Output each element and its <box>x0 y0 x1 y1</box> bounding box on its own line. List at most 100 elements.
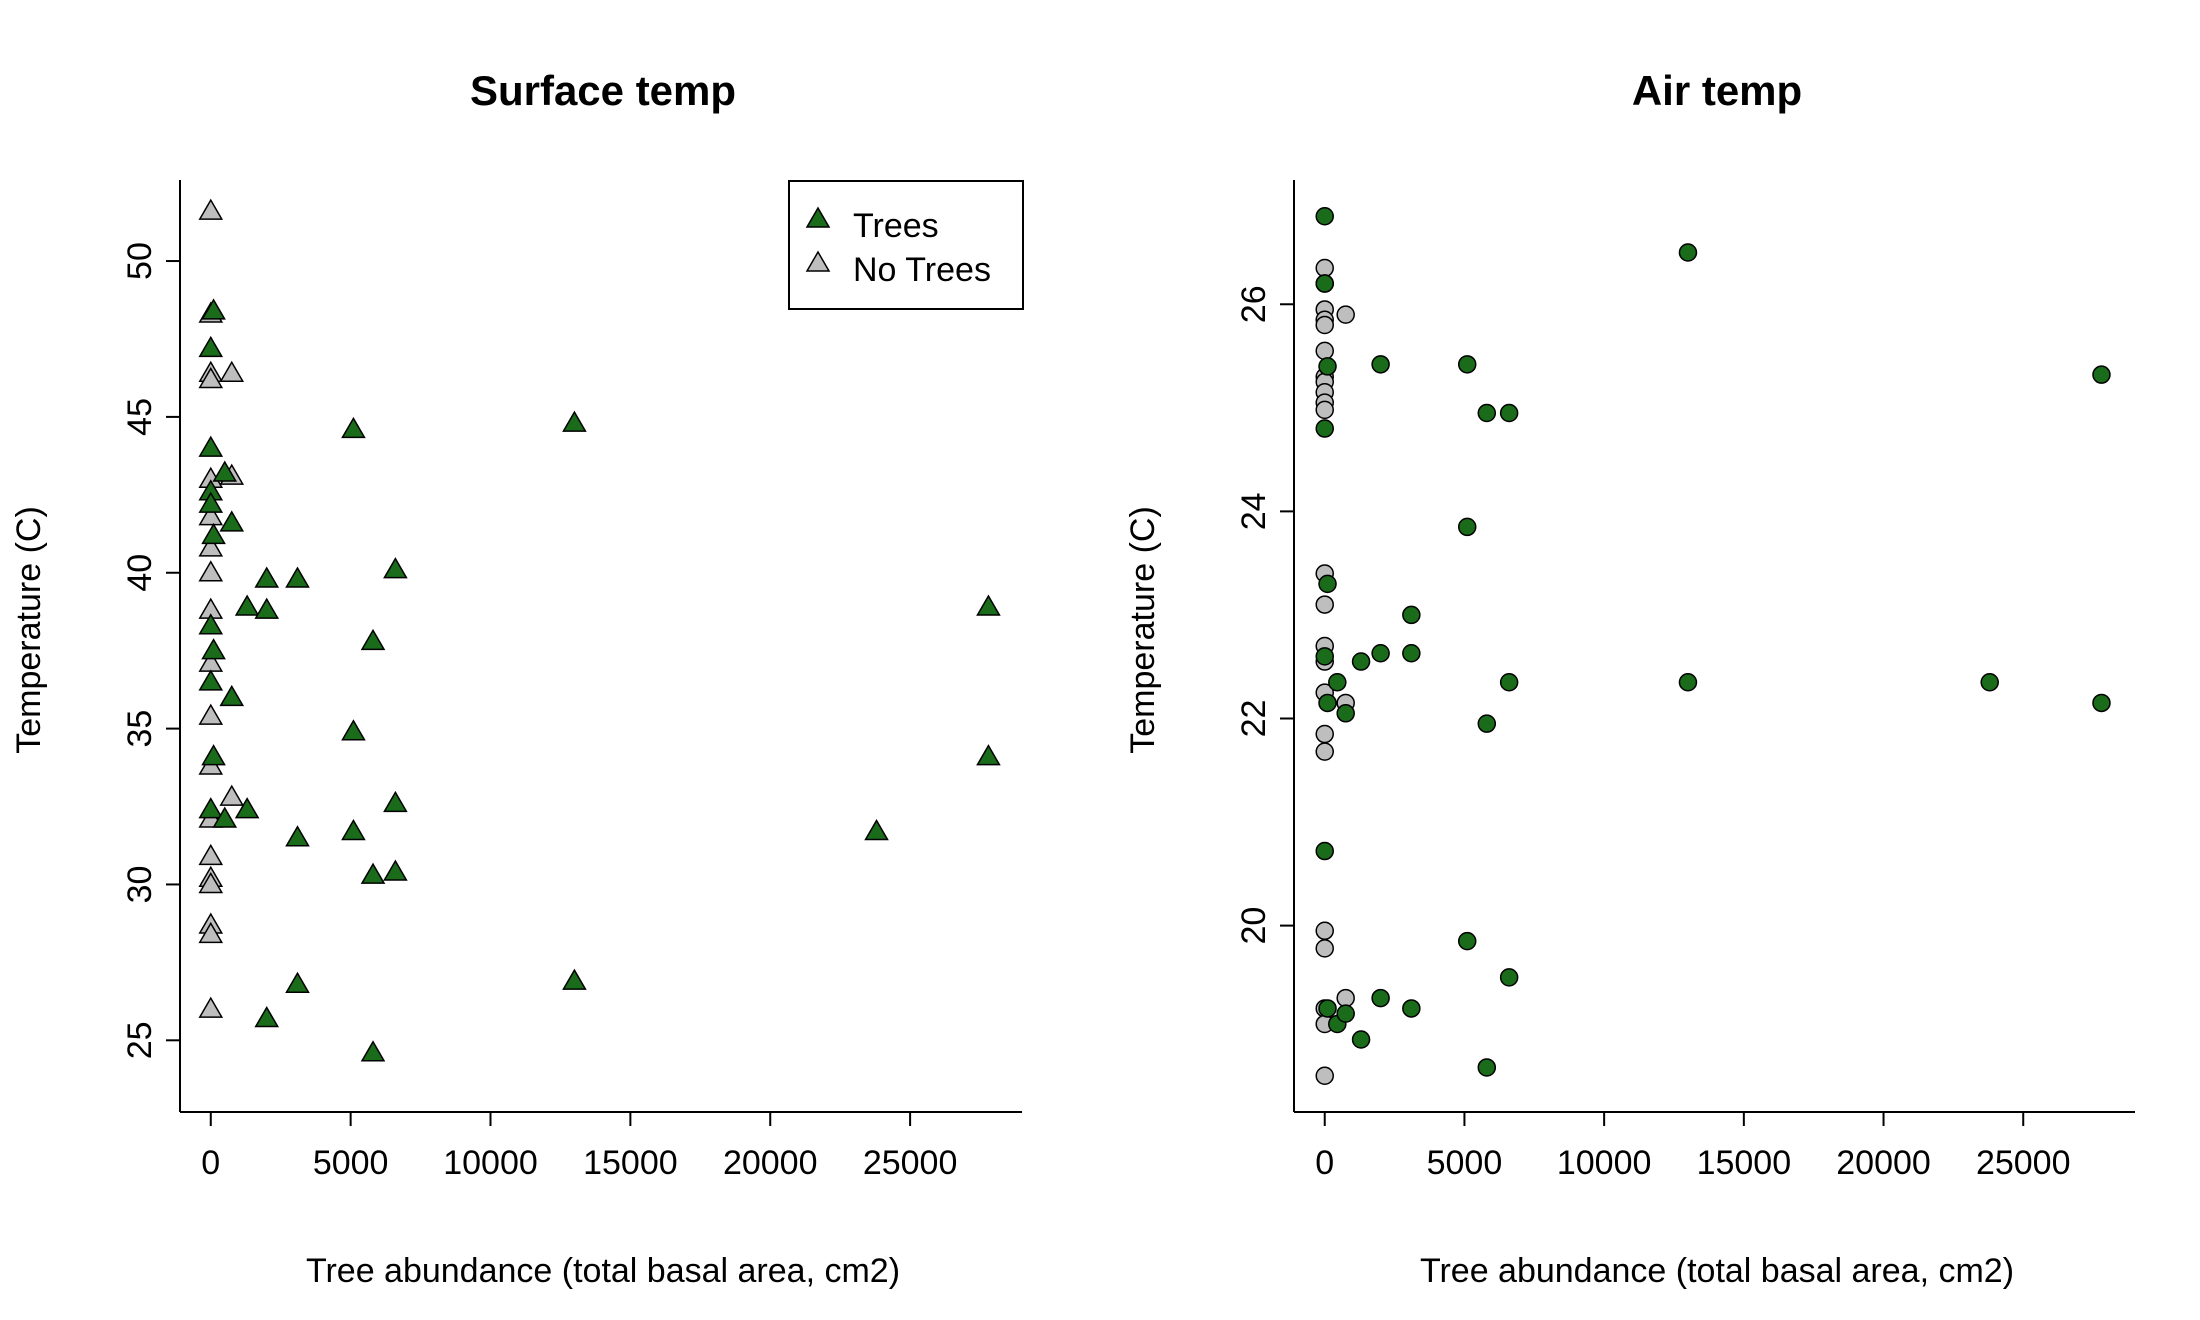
legend-no-trees-label: No Trees <box>853 251 991 289</box>
surface-temp-trees-point <box>201 744 226 766</box>
surface-temp-x-axis-label: Tree abundance (total basal area, cm2) <box>306 1252 900 1290</box>
air-temp-trees-point <box>1315 841 1334 861</box>
air-temp-no-trees-point <box>1315 921 1334 941</box>
air-temp-trees-point <box>1477 1058 1497 1077</box>
surface-temp-trees-point <box>341 818 366 841</box>
surface-temp-x-tick-label: 0 <box>201 1144 220 1182</box>
surface-temp-title: Surface temp <box>470 67 736 114</box>
air-temp-trees-point <box>1457 931 1477 951</box>
surface-temp-trees-point <box>234 594 260 616</box>
surface-temp-legend: Trees No Trees <box>788 180 1024 310</box>
air-temp-trees-point <box>1318 999 1337 1018</box>
air-temp-trees-point <box>1318 693 1337 713</box>
surface-temp-y-tick-label: 45 <box>121 398 159 436</box>
air-temp-no-trees-point <box>1315 939 1334 958</box>
air-temp-trees-point <box>1371 355 1390 374</box>
surface-temp-trees-point <box>285 566 310 588</box>
air-temp-trees-point <box>2092 365 2111 384</box>
air-temp-x-tick-label: 10000 <box>1557 1144 1652 1182</box>
air-temp-x-tick-label: 25000 <box>1976 1144 2071 1182</box>
air-temp-y-tick-label: 20 <box>1235 907 1273 945</box>
air-temp-trees-point <box>1336 704 1355 723</box>
surface-temp-trees-point <box>976 744 1001 766</box>
surface-temp-y-tick-label: 50 <box>121 242 159 280</box>
air-temp-trees-point <box>1315 647 1334 666</box>
surface-temp-trees-point <box>285 971 310 993</box>
surface-temp-trees-point <box>562 410 587 432</box>
surface-temp-trees-point <box>198 491 224 513</box>
air-temp-x-axis-label: Tree abundance (total basal area, cm2) <box>1420 1252 2014 1290</box>
surface-temp-y-tick-label: 35 <box>121 710 159 748</box>
air-temp-no-trees-point <box>1315 595 1334 614</box>
surface-temp-trees-point <box>254 566 280 588</box>
air-temp-panel: Air temp Tree abundance (total basal are… <box>1124 67 2135 1290</box>
surface-temp-trees-point <box>212 806 238 828</box>
air-temp-trees-point <box>1457 517 1477 537</box>
air-temp-trees-point <box>1499 403 1519 423</box>
air-temp-trees-point <box>1402 643 1421 663</box>
surface-temp-x-tick-label: 5000 <box>313 1144 389 1182</box>
legend-box <box>788 180 1024 310</box>
air-temp-no-trees-point <box>1315 742 1334 761</box>
air-temp-trees-point <box>1318 574 1337 594</box>
air-temp-y-axis-label: Temperature (C) <box>1124 506 1162 754</box>
surface-temp-no-trees-point <box>198 996 224 1018</box>
surface-temp-trees-point <box>234 797 260 819</box>
surface-temp-trees-point <box>254 1005 280 1028</box>
surface-temp-trees-point <box>198 335 224 358</box>
surface-temp-no-trees-point <box>219 360 245 383</box>
surface-temp-trees-point <box>219 510 245 532</box>
air-temp-y-tick-label: 26 <box>1235 285 1273 323</box>
legend-no-trees-marker <box>805 250 831 272</box>
air-temp-trees-point <box>1477 403 1497 423</box>
air-temp-trees-point <box>1980 672 1999 692</box>
surface-temp-x-tick-label: 25000 <box>863 1144 958 1182</box>
air-temp-no-trees-point <box>1315 724 1334 744</box>
air-temp-trees-point <box>1371 643 1390 663</box>
surface-temp-no-trees-point <box>198 504 224 526</box>
air-temp-trees-point <box>1678 672 1698 692</box>
surface-temp-trees-point <box>341 719 366 741</box>
air-temp-no-trees-point <box>1315 258 1334 278</box>
surface-temp-trees-point <box>198 613 224 635</box>
air-temp-trees-point <box>1328 672 1347 692</box>
surface-temp-y-tick-label: 30 <box>121 866 159 904</box>
surface-temp-y-axis-label: Temperature (C) <box>10 506 48 754</box>
air-temp-trees-point <box>1315 206 1334 226</box>
legend-trees-label: Trees <box>853 207 939 245</box>
surface-temp-trees-point <box>360 862 386 884</box>
air-temp-trees-point <box>1315 274 1334 293</box>
air-temp-no-trees-point <box>1336 305 1355 324</box>
surface-temp-trees-point <box>219 684 245 707</box>
surface-temp-no-trees-point <box>219 784 245 806</box>
air-temp-trees-point <box>1336 1004 1355 1023</box>
surface-temp-x-tick-label: 15000 <box>583 1144 678 1182</box>
air-temp-trees-point <box>1402 605 1421 625</box>
surface-temp-y-tick-label: 40 <box>121 554 159 592</box>
air-temp-no-trees-point <box>1336 988 1355 1008</box>
air-temp-trees-point <box>1499 968 1519 987</box>
air-temp-no-trees-point <box>1315 1066 1334 1086</box>
surface-temp-panel: Surface temp Tree abundance (total basal… <box>10 67 1024 1290</box>
surface-temp-trees-point <box>976 594 1001 616</box>
surface-temp-no-trees-point <box>198 703 224 725</box>
surface-temp-trees-point <box>383 790 408 813</box>
surface-temp-trees-point <box>383 557 408 579</box>
surface-temp-trees-point <box>198 435 224 457</box>
surface-temp-trees-point <box>383 859 408 881</box>
air-temp-x-tick-label: 15000 <box>1697 1144 1792 1182</box>
air-temp-trees-point <box>1351 652 1371 671</box>
air-temp-no-trees-point <box>1315 341 1334 361</box>
surface-temp-trees-point <box>201 298 226 320</box>
surface-temp-trees-point <box>341 416 366 439</box>
surface-temp-no-trees-point <box>198 560 224 582</box>
air-temp-trees-point <box>1499 672 1519 692</box>
air-temp-trees-point <box>2092 693 2111 713</box>
surface-temp-trees-point <box>360 1040 386 1062</box>
air-temp-trees-point <box>1318 357 1337 376</box>
surface-temp-y-tick-label: 25 <box>121 1021 159 1059</box>
surface-temp-trees-point <box>198 797 224 819</box>
surface-temp-trees-point <box>360 628 386 651</box>
air-temp-trees-point <box>1678 243 1698 262</box>
